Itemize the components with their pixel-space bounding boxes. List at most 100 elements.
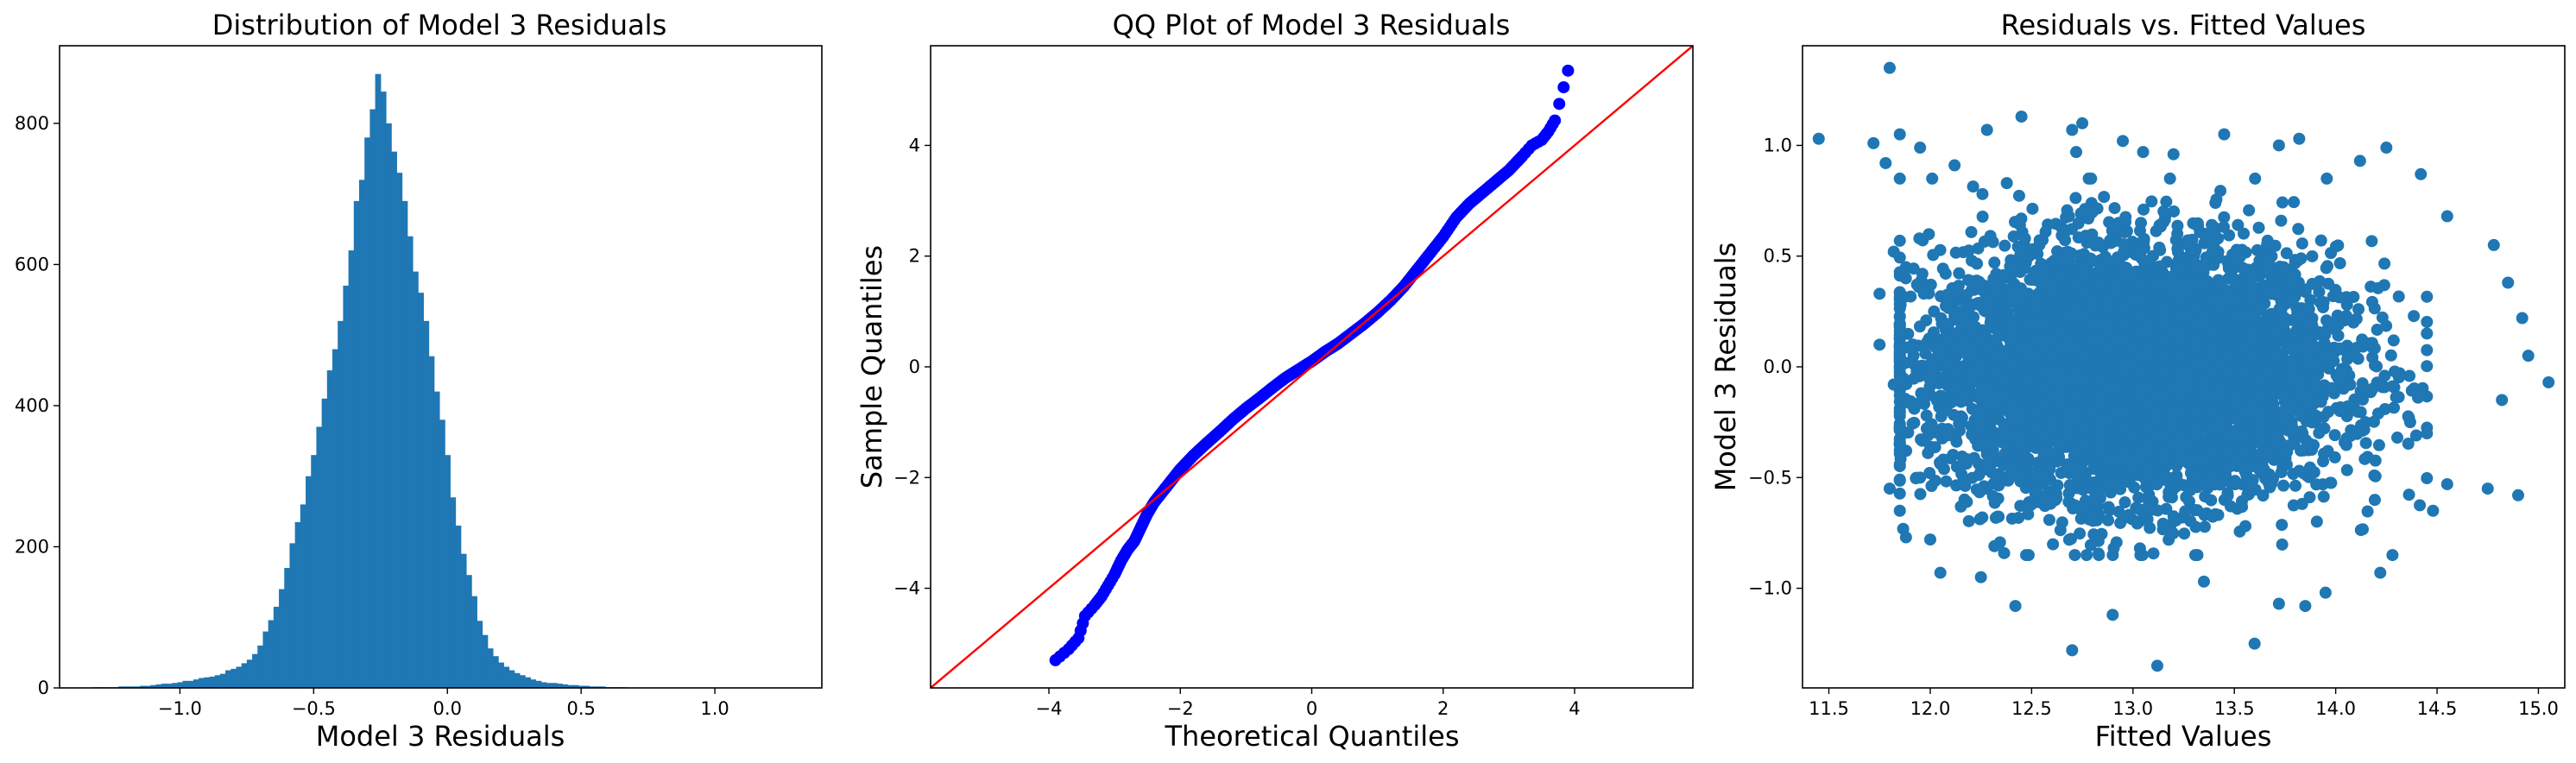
histogram-bar: [433, 391, 440, 688]
scatter-point: [2074, 527, 2087, 540]
scatter-point: [2421, 472, 2434, 485]
qq-plot-title: QQ Plot of Model 3 Residuals: [1113, 9, 1511, 41]
scatter-point: [2145, 195, 2158, 208]
scatter-point: [2325, 247, 2338, 260]
histogram-bar: [187, 680, 194, 688]
qq-point: [1557, 81, 1570, 94]
histogram-bar: [428, 356, 435, 688]
scatter-point: [1953, 267, 1966, 280]
scatter-point: [1988, 256, 2001, 269]
histogram-x-tick-label: −0.5: [292, 698, 336, 719]
scatter-point: [2079, 495, 2092, 508]
scatter-point: [1965, 331, 1978, 344]
scatter-point: [2280, 247, 2293, 260]
scatter-point: [1916, 268, 1929, 281]
scatter-point: [2372, 438, 2385, 451]
histogram-bar: [123, 686, 130, 688]
histogram-bar: [262, 631, 269, 688]
scatter-point: [2366, 351, 2379, 364]
scatter-point: [1992, 510, 2005, 523]
scatter-point: [1916, 434, 1929, 447]
scatter-point: [2123, 508, 2136, 521]
scatter-point: [2332, 318, 2345, 331]
histogram-bar: [514, 672, 521, 688]
scatter-point: [1899, 531, 1912, 544]
scatter-point: [1926, 172, 1939, 185]
histogram-bar: [289, 543, 296, 688]
histogram-bar: [161, 684, 167, 688]
histogram-bar: [338, 320, 344, 688]
histogram-bar: [594, 686, 601, 688]
scatter-point: [2050, 492, 2063, 505]
scatter-point: [1915, 387, 1928, 400]
scatter-point: [2386, 549, 2399, 562]
scatter-point: [2233, 525, 2246, 538]
histogram-bar: [150, 684, 157, 688]
histogram-bar: [508, 670, 515, 688]
histogram-y-tick-label: 400: [15, 395, 49, 416]
qq-plot-panel: QQ Plot of Model 3 Residuals −4 −2 0 2 4−4−2…: [856, 9, 1694, 753]
scatter-point: [2314, 328, 2327, 341]
histogram-bar: [519, 675, 526, 688]
scatter-point: [2416, 382, 2429, 394]
histogram-bar: [118, 686, 124, 688]
histogram-bar: [182, 680, 189, 688]
scatter-point: [1910, 278, 1923, 291]
scatter-point: [1976, 187, 1989, 200]
scatter-point: [2277, 479, 2290, 492]
histogram-bar: [364, 137, 370, 689]
scatter-point: [2376, 311, 2389, 324]
scatter-point: [1904, 290, 1917, 303]
scatter-point: [1908, 416, 1921, 429]
scatter-point: [2114, 516, 2127, 529]
scatter-point: [1940, 475, 1953, 488]
scatter-point: [1965, 225, 1978, 238]
histogram-bar: [166, 684, 173, 688]
scatter-point: [2118, 225, 2131, 238]
scatter-point: [2153, 241, 2166, 254]
scatter-point: [2295, 237, 2308, 250]
histogram-bar: [204, 677, 211, 688]
histogram-x-axis-label: Model 3 Residuals: [316, 720, 565, 753]
histogram-bar: [562, 684, 569, 688]
histogram-bar: [332, 349, 338, 688]
histogram-bar: [385, 123, 392, 688]
scatter-point: [2414, 499, 2427, 512]
scatter-point: [2002, 474, 2015, 487]
histogram-bar: [535, 680, 542, 688]
scatter-point: [2292, 223, 2305, 236]
scatter-point: [1937, 463, 1950, 476]
scatter-point: [2068, 549, 2081, 562]
qq-x-axis-label: Theoretical Quantiles: [1165, 720, 1460, 753]
scatter-point: [2378, 257, 2391, 270]
scatter-point: [2072, 217, 2085, 230]
scatter-point: [2333, 256, 2346, 269]
scatter-point: [2299, 283, 2312, 296]
histogram-bar: [348, 250, 355, 688]
scatter-point: [2287, 499, 2300, 512]
scatter-point: [2334, 400, 2347, 413]
scatter-point: [1978, 235, 1991, 248]
histogram-bar: [375, 73, 382, 688]
histogram-bar: [252, 653, 258, 688]
qq-y-tick-label: −2: [893, 467, 920, 488]
scatter-point: [1923, 381, 1936, 394]
scatter-point: [2210, 193, 2223, 206]
scatter-point: [2224, 500, 2237, 513]
qq-x-tick-label: 4: [1569, 698, 1580, 719]
histogram-bar: [172, 683, 178, 688]
histogram-bar: [225, 670, 231, 688]
scatter-point: [2356, 523, 2369, 536]
histogram-bar: [139, 685, 146, 688]
scatter-point: [2167, 527, 2180, 539]
scatter-point: [2411, 391, 2424, 404]
scatter-point: [2102, 514, 2115, 527]
histogram-bar: [230, 668, 237, 688]
scatter-point: [2074, 504, 2087, 517]
scatter-point: [2317, 490, 2330, 503]
scatter-point: [2106, 549, 2119, 562]
histogram-bar: [401, 200, 408, 688]
residuals-vs-fitted-panel: Residuals vs. Fitted Values 11.5 12.0 12.5…: [1709, 9, 2566, 753]
scatter-point: [1913, 232, 1926, 245]
histogram-bar: [343, 285, 350, 688]
